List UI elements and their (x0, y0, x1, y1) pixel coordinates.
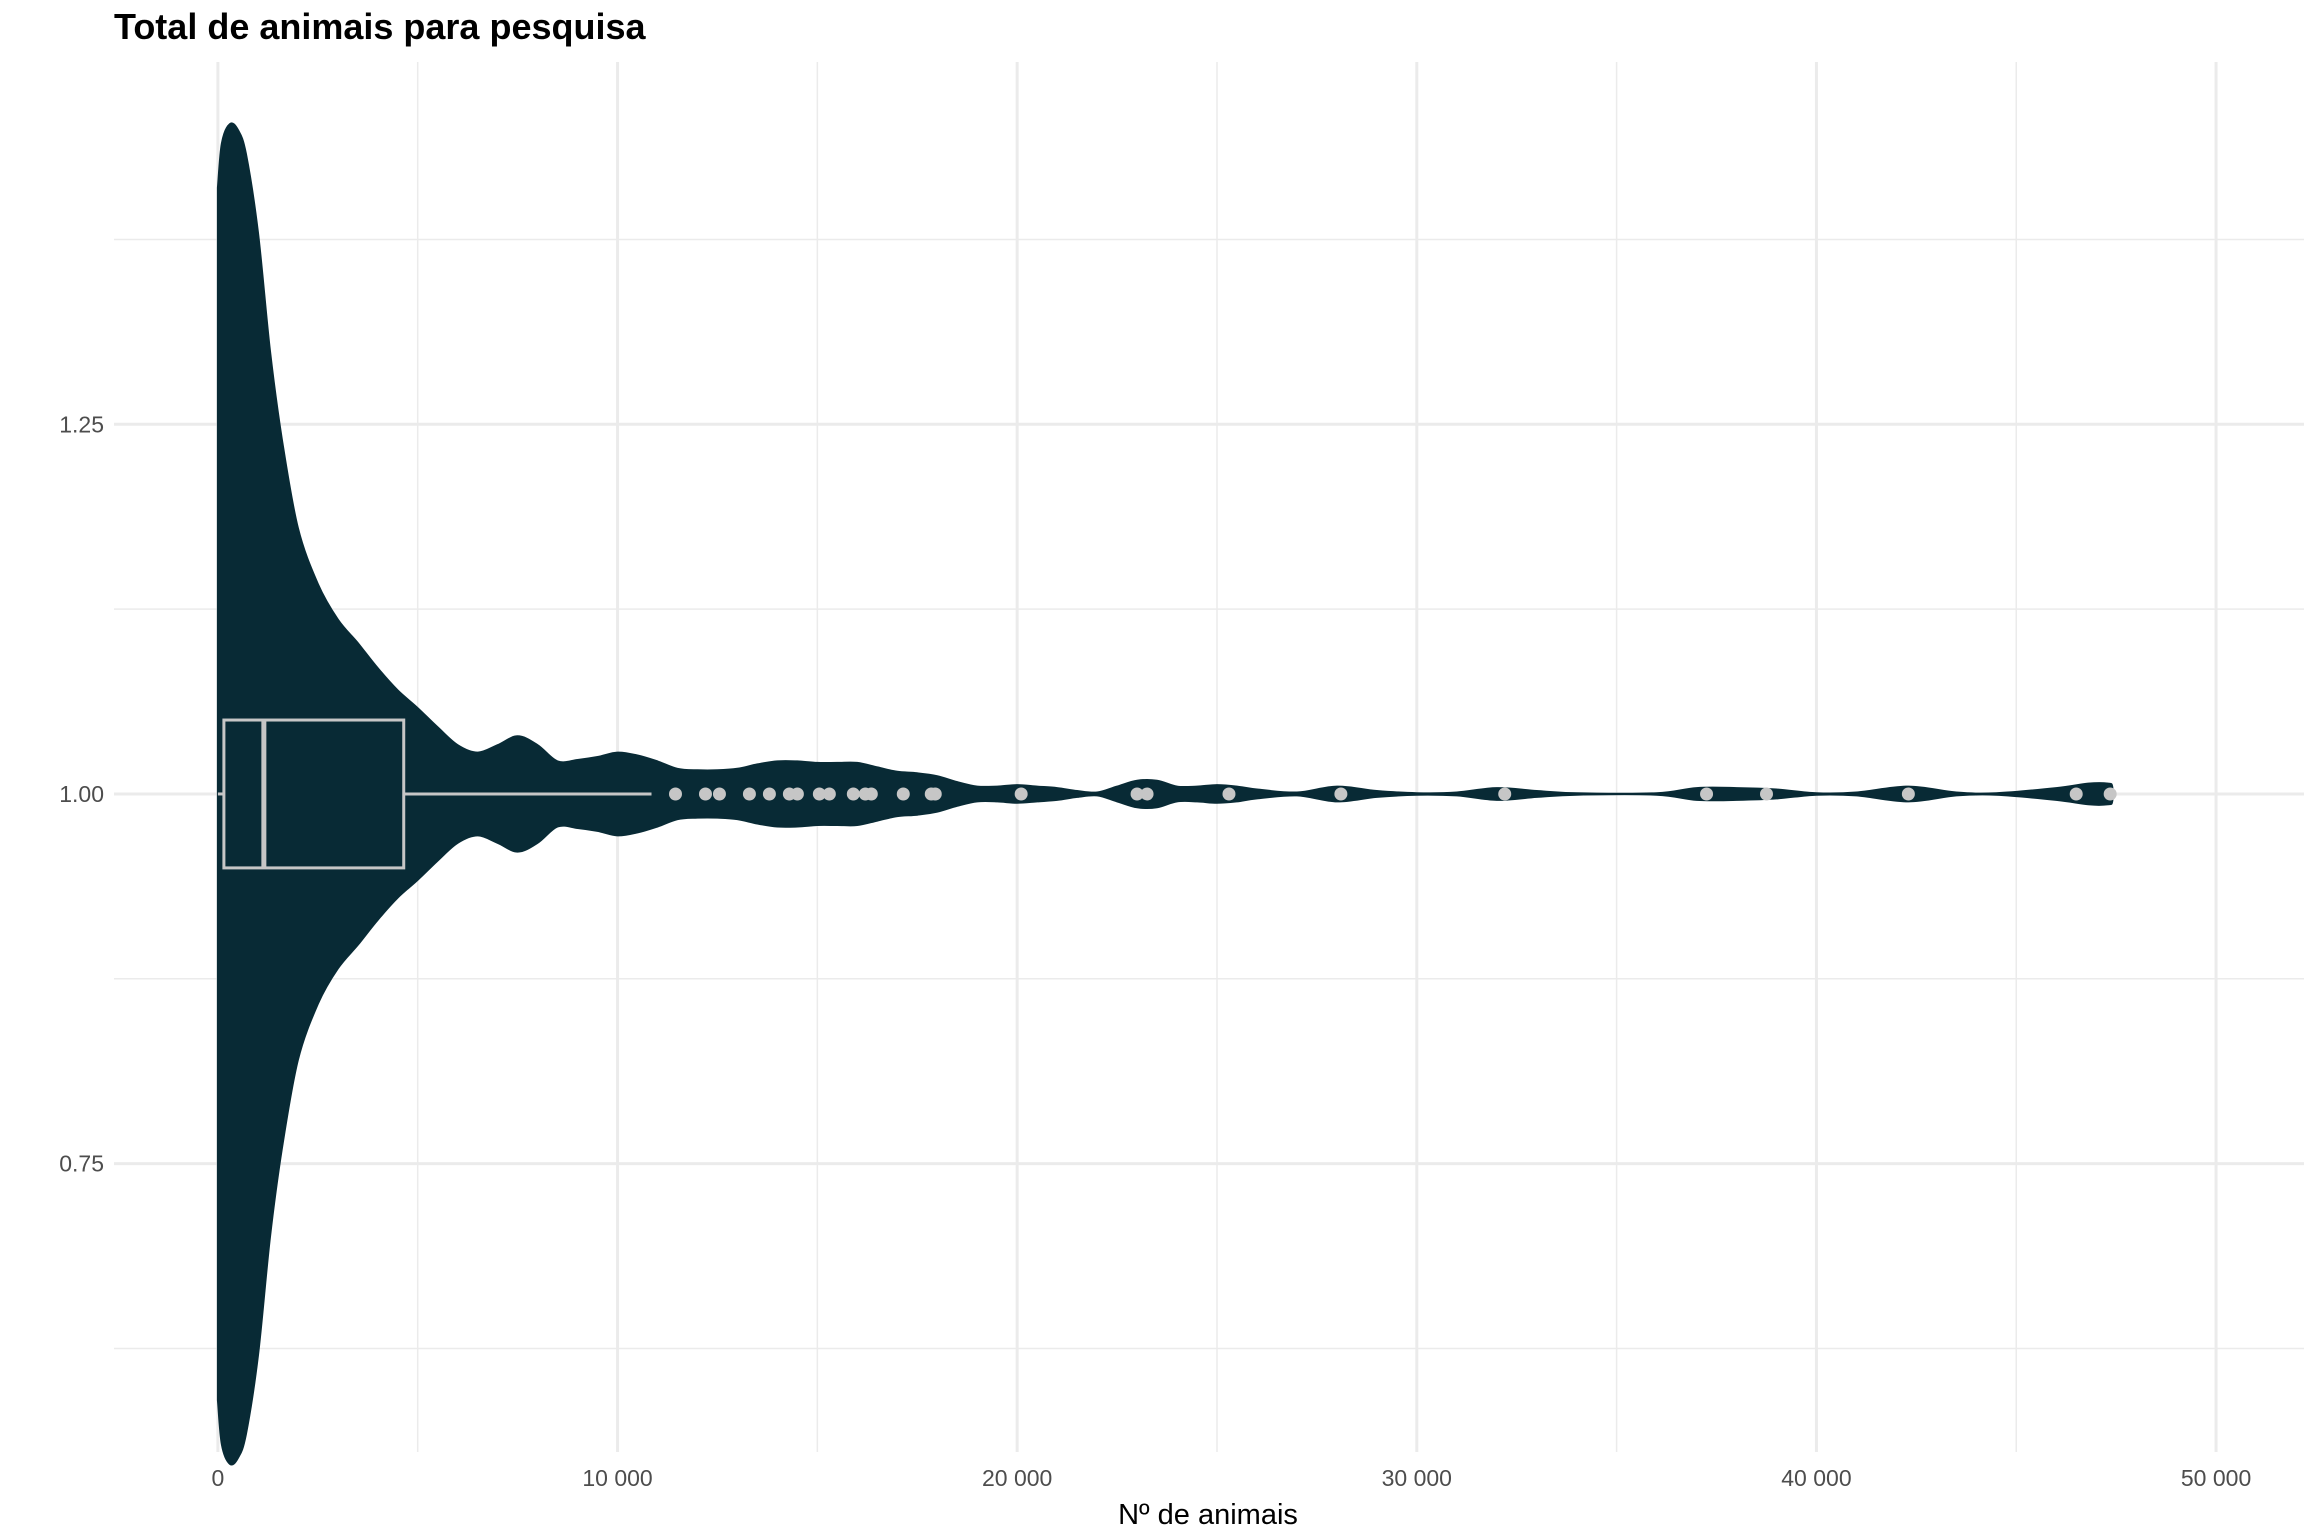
outlier-points (668, 787, 2117, 801)
y-tick-label: 1.25 (59, 411, 104, 437)
outlier-point (1014, 787, 1028, 801)
outlier-point (742, 787, 756, 801)
y-tick-label: 1.00 (59, 781, 104, 807)
outlier-point (864, 787, 878, 801)
outlier-point (712, 787, 726, 801)
x-tick-label: 10 000 (582, 1465, 652, 1491)
boxplot (217, 718, 652, 870)
grid-minor (114, 62, 2304, 1452)
outlier-point (1901, 787, 1915, 801)
outlier-point (2103, 787, 2117, 801)
outlier-point (1700, 787, 1714, 801)
outlier-point (1334, 787, 1348, 801)
outlier-point (790, 787, 804, 801)
x-tick-label: 40 000 (1781, 1465, 1851, 1491)
outlier-point (928, 787, 942, 801)
outlier-point (1130, 787, 1144, 801)
outlier-point (668, 787, 682, 801)
outlier-point (896, 787, 910, 801)
x-tick-label: 30 000 (1382, 1465, 1452, 1491)
outlier-point (698, 787, 712, 801)
x-tick-label: 20 000 (982, 1465, 1052, 1491)
outlier-point (2069, 787, 2083, 801)
outlier-point (1759, 787, 1773, 801)
outlier-point (812, 787, 826, 801)
chart-title: Total de animais para pesquisa (114, 6, 646, 47)
x-tick-label: 0 (212, 1465, 225, 1491)
y-axis-ticks: 0.75 1.00 1.25 (59, 411, 104, 1176)
outlier-point (762, 787, 776, 801)
y-tick-label: 0.75 (59, 1151, 104, 1177)
outlier-point (846, 787, 860, 801)
x-axis-title: Nº de animais (1118, 1499, 1298, 1531)
outlier-point (1140, 787, 1154, 801)
box-iqr (222, 718, 406, 870)
outlier-point (1498, 787, 1512, 801)
x-tick-label: 50 000 (2181, 1465, 2251, 1491)
outlier-point (822, 787, 836, 801)
outlier-point (1222, 787, 1236, 801)
x-axis-ticks: 0 10 000 20 000 30 000 40 000 50 000 (212, 1465, 2252, 1491)
